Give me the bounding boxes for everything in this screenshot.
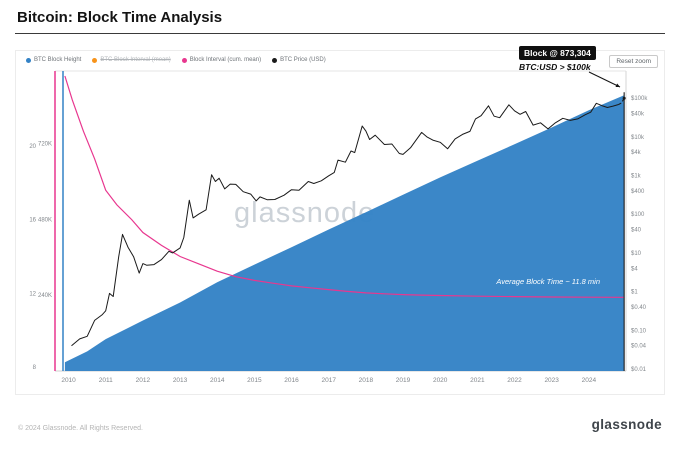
reset-zoom-button[interactable]: Reset zoom [609,55,658,68]
height-tick-label: 240K [38,293,52,299]
price-tick-label: $100 [631,212,645,218]
price-tick-label: $4 [631,266,638,272]
annotation-arrow [588,71,621,88]
price-tick-label: $10k [631,135,645,141]
interval-tick-label: 16 [29,218,36,224]
price-tick-label: $10 [631,251,642,257]
legend-item[interactable]: BTC Block Height [26,57,81,63]
x-tick-label: 2024 [582,377,597,384]
interval-tick-label: 20 [29,144,36,150]
price-tick-label: $1 [631,290,638,296]
x-tick-label: 2011 [99,377,113,384]
glassnode-logo: glassnode [591,417,662,432]
price-tick-label: $400 [631,189,645,195]
x-tick-label: 2014 [210,377,225,384]
x-tick-label: 2023 [544,377,559,384]
x-tick-label: 2016 [284,377,299,384]
x-tick-label: 2010 [61,377,76,384]
x-tick-label: 2015 [247,377,262,384]
legend-dot-icon [26,57,31,63]
btc-price-line-projection [618,97,625,105]
page-title: Bitcoin: Block Time Analysis [17,9,223,26]
interval-tick-label: 12 [29,291,36,297]
legend-item-label: BTC Block Interval (mean) [100,57,171,63]
price-tick-label: $40k [631,111,645,117]
price-tick-label: $0.04 [631,344,647,350]
price-tick-label: $4k [631,150,642,156]
legend-dot-icon [181,57,187,63]
x-tick-label: 2021 [470,377,485,384]
x-tick-label: 2020 [433,377,448,384]
price-tick-label: $1k [631,173,642,179]
legend-dot-icon [272,57,278,63]
x-tick-label: 2017 [321,377,336,384]
block-interval-line [64,75,625,298]
height-tick-label: 720K [38,142,52,148]
x-tick-label: 2013 [173,377,188,384]
price-tick-label: $100k [631,96,648,102]
avg-block-time-annotation: Average Block Time ~ 11.8 min [496,277,600,286]
price-tick-label: $0.40 [631,305,647,311]
copyright-text: © 2024 Glassnode. All Rights Reserved. [18,425,144,432]
legend-item[interactable]: BTC Block Interval (mean) [92,57,171,63]
btc-price-line [71,102,619,347]
x-tick-label: 2019 [396,377,411,384]
price-tick-label: $40 [631,228,642,234]
chart-card: BTC Block Height BTC Block Interval (mean… [15,46,666,396]
latest-price-dot [622,96,626,100]
legend-item-label: BTC Block Height [34,57,82,63]
annotation-arrowhead [615,83,620,87]
legend: BTC Block Height BTC Block Interval (mean… [26,57,326,63]
block-height-area [64,95,625,371]
legend-dot-icon [92,57,98,63]
legend-item-label: Block Interval (cum. mean) [189,57,262,63]
x-tick-label: 2012 [136,377,151,384]
x-tick-label: 2022 [507,377,522,384]
height-tick-label: 480K [38,217,52,223]
x-tick-label: 2018 [359,377,374,384]
price-tick-label: $0.10 [631,328,647,334]
interval-tick-label: 8 [33,365,37,371]
block-annotation-badge: Block @ 873,304 [519,46,596,60]
legend-item-label: BTC Price (USD) [280,57,326,63]
legend-item[interactable]: BTC Price (USD) [272,57,326,63]
price-tick-label: $0.01 [631,367,647,373]
title-divider [15,33,665,34]
chart-plot-area[interactable]: 2010 2011 2012 2013 2014 2015 2016 2017 2018 2019… [16,51,666,396]
legend-item[interactable]: Block Interval (cum. mean) [181,57,262,63]
block-annotation: Block @ 873,304 BTC:USD > $100k [519,43,596,72]
price-annotation-label: BTC:USD > $100k [519,62,591,72]
